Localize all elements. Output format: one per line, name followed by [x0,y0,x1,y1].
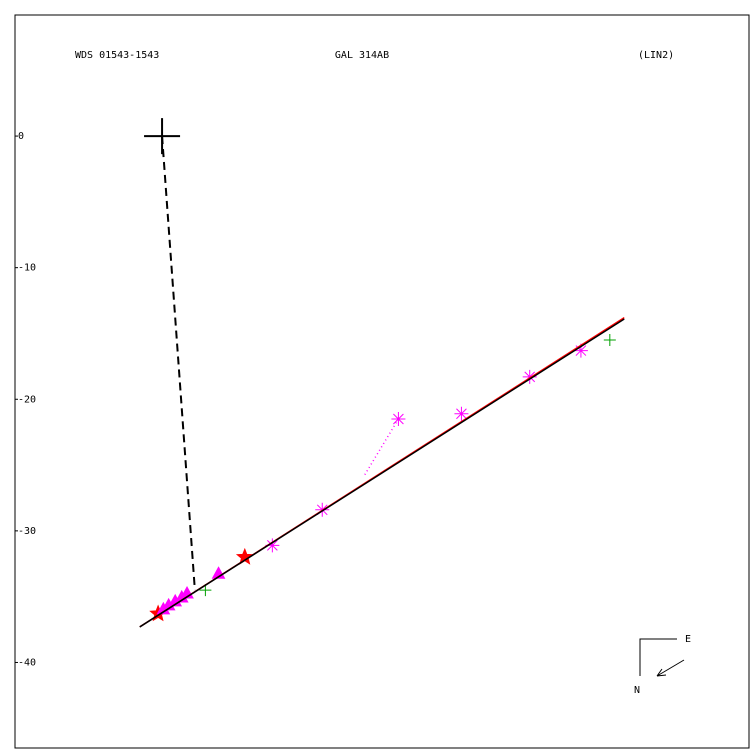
triangle-mark [156,601,171,615]
y-tick-label: -30 [18,526,36,537]
compass [639,638,685,677]
y-tick-label: -20 [18,394,36,405]
asterisk-point [391,412,406,427]
y-tick-label: -10 [18,263,36,274]
header-center: GAL 314AB [335,50,389,61]
triangle-point [156,601,171,615]
y-tick-label: 0 [18,131,24,142]
header-left: WDS 01543-1543 [75,50,159,61]
triangle-point [174,589,189,603]
dotted-line [363,418,400,476]
plus-point [603,334,616,347]
solid-line [139,318,625,628]
asterisk-mark [391,412,406,427]
asterisk-point [573,343,588,358]
plus-mark [603,334,616,347]
header-right: (LIN2) [638,50,674,61]
y-tick-label: -40 [18,657,36,668]
dashed-line [161,135,196,591]
asterisk-point [265,538,280,553]
asterisk-mark [522,369,537,384]
plot-frame [14,14,750,749]
asterisk-point [454,406,469,421]
asterisk-mark [454,406,469,421]
asterisk-mark [573,343,588,358]
asterisk-point [522,369,537,384]
compass-north: N [634,685,640,696]
compass-east: E [685,634,691,645]
asterisk-mark [265,538,280,553]
triangle-mark [174,589,189,603]
